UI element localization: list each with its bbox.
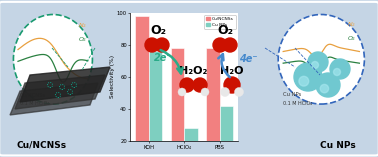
Y-axis label: Selectivity (%): Selectivity (%) — [110, 55, 115, 98]
Bar — [171, 48, 184, 157]
Circle shape — [299, 76, 309, 86]
Text: Cu/NCNSs: Cu/NCNSs — [17, 141, 67, 150]
Text: O₂: O₂ — [150, 24, 166, 38]
Text: 0.1 M HClO₄: 0.1 M HClO₄ — [20, 101, 49, 106]
Circle shape — [223, 38, 237, 52]
Circle shape — [308, 52, 328, 72]
Text: $\mathit{O}_2$: $\mathit{O}_2$ — [78, 35, 87, 44]
Bar — [206, 48, 220, 157]
Text: 2e⁻: 2e⁻ — [154, 53, 172, 63]
Text: $\mathit{N}_2$: $\mathit{N}_2$ — [78, 21, 87, 30]
Bar — [149, 51, 162, 157]
Text: 0.1 M HClO₄: 0.1 M HClO₄ — [283, 101, 312, 106]
Text: O₂: O₂ — [217, 24, 233, 38]
Circle shape — [224, 77, 240, 93]
Circle shape — [294, 63, 322, 91]
Polygon shape — [15, 75, 105, 109]
Circle shape — [320, 84, 328, 93]
Polygon shape — [10, 83, 98, 115]
Text: Cu NPs: Cu NPs — [283, 92, 301, 97]
Circle shape — [155, 38, 169, 52]
Bar — [135, 16, 149, 157]
Text: Cu/NCNSs: Cu/NCNSs — [20, 92, 46, 97]
Ellipse shape — [278, 14, 364, 104]
Circle shape — [145, 38, 159, 52]
Bar — [184, 128, 198, 157]
Text: Cu NPs: Cu NPs — [320, 141, 356, 150]
Polygon shape — [20, 67, 110, 102]
Legend: Cu/NCNSs, Cu NPs: Cu/NCNSs, Cu NPs — [204, 15, 236, 29]
Ellipse shape — [14, 14, 92, 104]
Circle shape — [333, 68, 341, 76]
Bar — [220, 106, 233, 157]
Circle shape — [311, 62, 319, 68]
Text: $\mathit{O}_2$: $\mathit{O}_2$ — [347, 34, 356, 43]
Circle shape — [234, 87, 243, 97]
Circle shape — [178, 88, 186, 96]
Circle shape — [201, 88, 209, 96]
Circle shape — [193, 78, 207, 92]
Text: H₂O: H₂O — [220, 66, 244, 76]
Circle shape — [330, 59, 350, 79]
Text: $\mathit{N}_2$: $\mathit{N}_2$ — [347, 20, 356, 29]
Circle shape — [316, 73, 340, 97]
Text: H₂O₂: H₂O₂ — [179, 66, 207, 76]
Circle shape — [220, 87, 229, 97]
Circle shape — [180, 78, 194, 92]
Text: 4e⁻: 4e⁻ — [239, 54, 257, 64]
Circle shape — [213, 38, 227, 52]
